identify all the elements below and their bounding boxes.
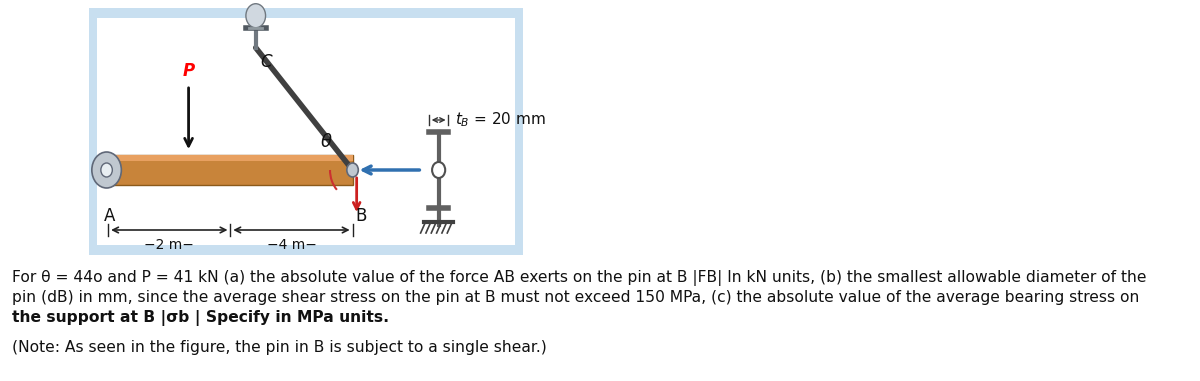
Text: P: P	[182, 62, 194, 80]
Circle shape	[432, 162, 445, 178]
Text: B: B	[355, 207, 366, 225]
Bar	[89, 8, 523, 255]
Text: −4 m−: −4 m−	[266, 238, 317, 252]
Circle shape	[92, 152, 121, 188]
Text: (Note: As seen in the figure, the pin in B is subject to a single shear.): (Note: As seen in the figure, the pin in…	[12, 340, 547, 355]
Text: For θ = 44o and P = 41 kN (a) the absolute value of the force AB exerts on the p: For θ = 44o and P = 41 kN (a) the absolu…	[12, 270, 1147, 286]
Circle shape	[347, 163, 359, 177]
Bar	[108, 155, 353, 161]
Text: $t_B$ = 20 mm: $t_B$ = 20 mm	[455, 110, 546, 130]
Text: the support at B |σb | Specify in MPa units.: the support at B |σb | Specify in MPa un…	[12, 310, 390, 326]
Bar	[97, 18, 515, 245]
Text: −2 m−: −2 m−	[144, 238, 194, 252]
Bar	[108, 155, 353, 185]
Circle shape	[246, 4, 265, 28]
Text: C: C	[260, 53, 272, 71]
Text: pin (dB) in mm, since the average shear stress on the pin at B must not exceed 1: pin (dB) in mm, since the average shear …	[12, 290, 1140, 305]
Text: A: A	[104, 207, 115, 225]
Text: $\theta$: $\theta$	[320, 133, 332, 151]
Circle shape	[101, 163, 113, 177]
